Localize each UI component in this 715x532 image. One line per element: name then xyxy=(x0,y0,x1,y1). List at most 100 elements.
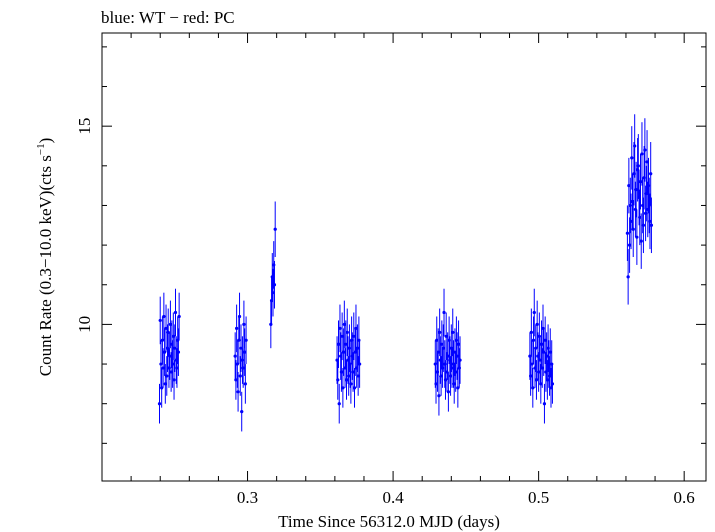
data-point xyxy=(345,308,349,357)
point-marker xyxy=(243,382,247,386)
point-marker xyxy=(534,378,539,382)
point-marker xyxy=(165,374,169,378)
point-marker xyxy=(448,374,453,378)
point-marker xyxy=(233,354,237,358)
data-point xyxy=(633,114,637,178)
point-marker xyxy=(451,330,455,334)
point-marker xyxy=(336,342,341,346)
point-marker xyxy=(239,346,243,350)
point-marker xyxy=(157,402,162,406)
y-axis-label-main: Count Rate (0.3−10.0 keV)(cts s xyxy=(36,155,55,376)
point-marker xyxy=(273,227,277,231)
data-point xyxy=(638,153,643,210)
data-point xyxy=(158,296,162,345)
point-marker xyxy=(530,362,534,366)
point-marker xyxy=(354,326,358,330)
point-marker xyxy=(643,148,647,152)
point-marker xyxy=(342,350,346,354)
data-point xyxy=(433,340,437,388)
data-point xyxy=(243,328,247,376)
data-point xyxy=(241,348,245,388)
data-point xyxy=(535,300,539,349)
data-point xyxy=(163,364,167,404)
point-marker xyxy=(641,223,646,227)
data-point xyxy=(358,340,362,388)
point-marker xyxy=(349,382,353,386)
point-marker xyxy=(435,338,439,342)
y-axis-label-tail: ) xyxy=(36,138,55,144)
data-point xyxy=(157,383,162,424)
point-marker xyxy=(236,390,240,394)
data-point xyxy=(446,371,450,412)
data-point xyxy=(273,201,277,257)
point-marker xyxy=(550,382,555,386)
data-point xyxy=(338,304,342,353)
point-marker xyxy=(356,374,360,378)
point-marker xyxy=(626,275,630,279)
data-point xyxy=(240,391,244,432)
data-point xyxy=(531,368,535,408)
point-marker xyxy=(444,334,448,338)
point-marker xyxy=(634,188,638,192)
axis-tick-labels: 0.3 0.4 0.5 0.6 10 15 xyxy=(75,118,695,507)
point-marker xyxy=(234,378,238,382)
data-point xyxy=(233,332,237,380)
point-marker xyxy=(446,354,450,358)
point-marker xyxy=(160,386,164,390)
point-marker xyxy=(339,370,344,374)
data-point xyxy=(166,308,170,357)
data-point xyxy=(631,201,635,257)
point-marker xyxy=(529,374,533,378)
data-point xyxy=(550,364,555,404)
point-marker xyxy=(635,235,639,239)
point-marker xyxy=(347,374,351,378)
data-point xyxy=(341,368,345,408)
data-point xyxy=(437,375,441,416)
y-tick-label: 10 xyxy=(75,316,94,333)
point-marker xyxy=(452,382,456,386)
point-marker xyxy=(344,342,348,346)
data-point xyxy=(625,205,630,261)
point-marker xyxy=(438,330,442,334)
point-marker xyxy=(545,354,549,358)
data-point xyxy=(237,292,242,341)
point-marker xyxy=(649,172,653,176)
point-marker xyxy=(531,386,535,390)
data-point xyxy=(438,308,442,357)
point-marker xyxy=(434,382,438,386)
data-point xyxy=(640,122,644,186)
point-marker xyxy=(342,322,346,326)
point-marker xyxy=(177,314,181,319)
data-point xyxy=(626,249,630,305)
plot-frame xyxy=(101,32,707,482)
point-marker xyxy=(337,402,341,406)
point-marker xyxy=(442,310,446,315)
x-tick-label: 0.4 xyxy=(382,488,404,507)
data-point xyxy=(531,316,536,365)
point-marker xyxy=(171,334,175,338)
data-points xyxy=(157,114,654,432)
point-marker xyxy=(175,366,179,370)
point-marker xyxy=(166,330,170,334)
data-point xyxy=(172,360,176,400)
data-point xyxy=(440,320,444,369)
point-marker xyxy=(172,378,176,382)
point-marker xyxy=(170,362,175,366)
x-tick-label: 0.6 xyxy=(674,488,695,507)
point-marker xyxy=(648,219,652,223)
data-point xyxy=(639,213,643,269)
point-marker xyxy=(241,366,245,370)
point-marker xyxy=(450,366,454,370)
point-marker xyxy=(529,330,533,334)
point-marker xyxy=(168,354,172,358)
point-marker xyxy=(531,338,536,342)
x-axis-label: Time Since 56312.0 MJD (days) xyxy=(278,512,500,531)
data-point xyxy=(165,356,169,396)
point-marker xyxy=(240,410,244,414)
data-point xyxy=(173,288,178,337)
data-point xyxy=(352,368,357,408)
data-point xyxy=(630,126,634,190)
point-marker xyxy=(638,215,642,219)
point-marker xyxy=(163,382,167,386)
data-point xyxy=(540,348,544,388)
